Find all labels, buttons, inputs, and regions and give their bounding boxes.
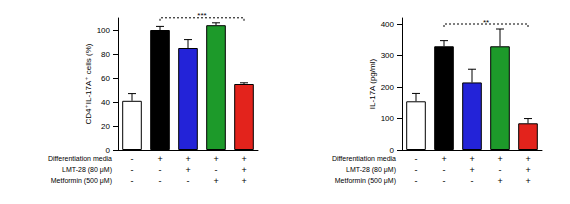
svg-text:Differentiation media: Differentiation media (332, 155, 396, 162)
svg-text:-: - (499, 165, 502, 175)
svg-text:***: *** (197, 11, 206, 20)
svg-text:+: + (241, 154, 246, 164)
svg-text:20: 20 (101, 122, 110, 131)
svg-text:+: + (469, 165, 474, 175)
svg-text:+: + (213, 154, 218, 164)
svg-text:+: + (525, 176, 530, 186)
svg-text:+: + (185, 154, 190, 164)
svg-text:CD4⁺IL-17A⁺ cells (%): CD4⁺IL-17A⁺ cells (%) (84, 43, 93, 124)
svg-text:-: - (187, 176, 190, 186)
svg-text:-: - (415, 154, 418, 164)
svg-text:+: + (213, 176, 218, 186)
svg-text:**: ** (483, 18, 489, 27)
svg-text:LMT-28 (80 μM): LMT-28 (80 μM) (62, 166, 112, 174)
svg-text:-: - (159, 165, 162, 175)
svg-text:+: + (441, 154, 446, 164)
svg-text:+: + (497, 176, 502, 186)
svg-text:+: + (241, 165, 246, 175)
svg-text:-: - (215, 165, 218, 175)
svg-text:-: - (131, 154, 134, 164)
svg-text:-: - (471, 176, 474, 186)
svg-text:100: 100 (381, 114, 395, 123)
svg-text:+: + (469, 154, 474, 164)
svg-text:400: 400 (381, 20, 395, 29)
svg-text:40: 40 (101, 98, 110, 107)
svg-text:300: 300 (381, 51, 395, 60)
svg-text:60: 60 (101, 74, 110, 83)
svg-text:+: + (185, 165, 190, 175)
svg-text:200: 200 (381, 83, 395, 92)
svg-text:+: + (525, 165, 530, 175)
svg-text:-: - (131, 165, 134, 175)
svg-text:-: - (131, 176, 134, 186)
svg-text:-: - (415, 165, 418, 175)
svg-text:-: - (159, 176, 162, 186)
svg-text:Differentiation media: Differentiation media (48, 155, 112, 162)
svg-text:LMT-28 (80 μM): LMT-28 (80 μM) (346, 166, 396, 174)
svg-text:+: + (157, 154, 162, 164)
svg-text:Metformin (500 μM): Metformin (500 μM) (51, 177, 112, 185)
svg-text:Metformin (500 μM): Metformin (500 μM) (335, 177, 396, 185)
svg-text:+: + (525, 154, 530, 164)
svg-text:0: 0 (106, 146, 111, 155)
svg-text:-: - (415, 176, 418, 186)
svg-text:+: + (497, 154, 502, 164)
svg-text:0: 0 (390, 146, 395, 155)
svg-text:80: 80 (101, 50, 110, 59)
svg-text:+: + (241, 176, 246, 186)
svg-text:100: 100 (97, 26, 111, 35)
svg-text:IL-17A (pg/ml): IL-17A (pg/ml) (368, 59, 377, 110)
svg-text:-: - (443, 165, 446, 175)
svg-text:-: - (443, 176, 446, 186)
